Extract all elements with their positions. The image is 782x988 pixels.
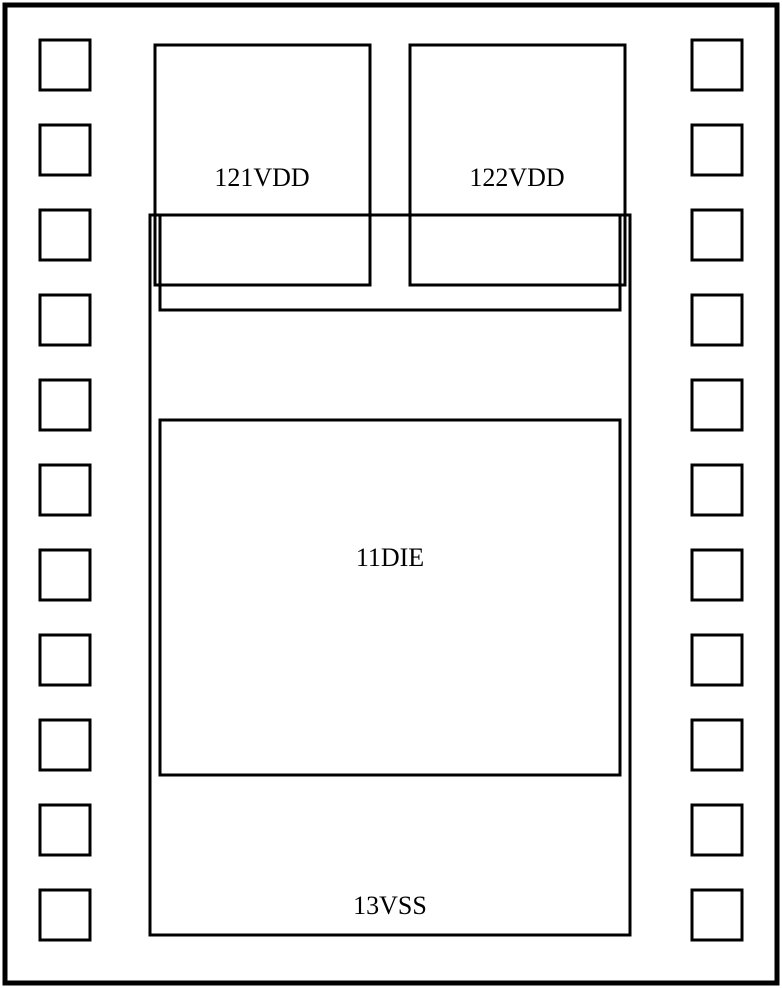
- top-inner-rect: [160, 215, 620, 310]
- pin-left: [40, 295, 90, 345]
- pin-left: [40, 890, 90, 940]
- pin-left: [40, 465, 90, 515]
- vss-pad: [150, 215, 630, 935]
- pin-left: [40, 805, 90, 855]
- pin-right: [692, 40, 742, 90]
- pin-left: [40, 40, 90, 90]
- vdd-right-label: 122VDD: [469, 163, 564, 192]
- pin-left: [40, 720, 90, 770]
- pin-left: [40, 635, 90, 685]
- pin-right: [692, 125, 742, 175]
- vss-label: 13VSS: [353, 891, 427, 920]
- package-outline: [5, 5, 777, 983]
- pin-right: [692, 295, 742, 345]
- vdd-left-label: 121VDD: [214, 163, 309, 192]
- pin-right: [692, 805, 742, 855]
- pin-left: [40, 210, 90, 260]
- pin-left: [40, 125, 90, 175]
- die-rect: [160, 420, 620, 775]
- pin-right: [692, 635, 742, 685]
- pin-right: [692, 890, 742, 940]
- pin-right: [692, 210, 742, 260]
- die-label: 11DIE: [356, 543, 424, 572]
- pin-right: [692, 720, 742, 770]
- pin-right: [692, 465, 742, 515]
- pin-right: [692, 380, 742, 430]
- pin-left: [40, 380, 90, 430]
- pin-left: [40, 550, 90, 600]
- pin-right: [692, 550, 742, 600]
